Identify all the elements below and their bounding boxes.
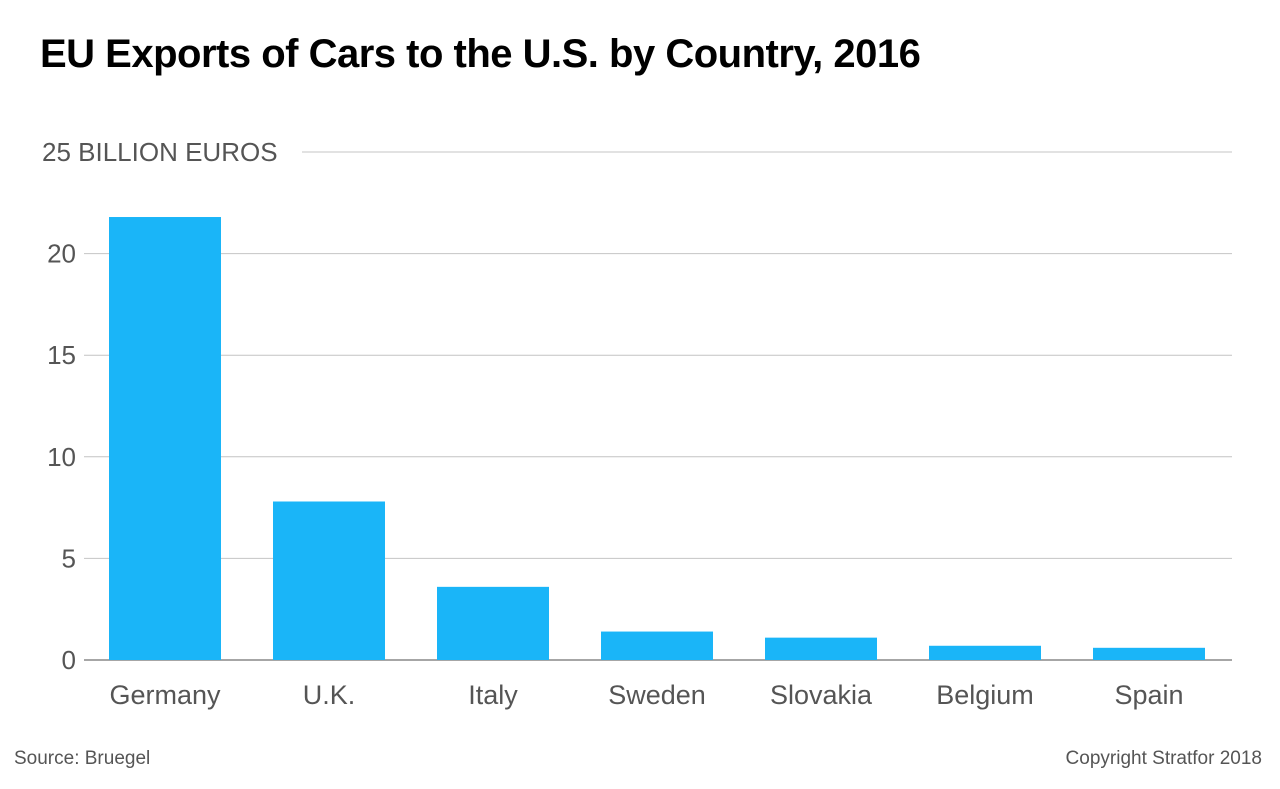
x-tick-label: U.K. <box>303 680 356 710</box>
x-tick-label: Spain <box>1114 680 1183 710</box>
bar-spain <box>1093 647 1205 660</box>
chart-title: EU Exports of Cars to the U.S. by Countr… <box>40 32 921 76</box>
gridlines <box>84 151 1232 661</box>
y-tick-label: 15 <box>47 340 76 370</box>
x-tick-label: Germany <box>109 680 221 710</box>
bar-sweden <box>601 631 713 660</box>
y-unit-label: 25 BILLION EUROS <box>42 137 278 167</box>
bars <box>109 217 1205 661</box>
x-tick-label: Slovakia <box>770 680 873 710</box>
x-tick-label: Italy <box>468 680 518 710</box>
y-tick-label: 10 <box>47 442 76 472</box>
y-tick-label: 5 <box>62 543 76 573</box>
copyright-note: Copyright Stratfor 2018 <box>1065 748 1262 769</box>
x-tick-label: Belgium <box>936 680 1034 710</box>
bar-u-k <box>273 501 385 660</box>
bar-germany <box>109 217 221 661</box>
bar-slovakia <box>765 637 877 660</box>
y-tick-label: 0 <box>62 645 76 675</box>
source-note: Source: Bruegel <box>14 748 151 769</box>
x-tick-label: Sweden <box>608 680 706 710</box>
y-tick-label: 20 <box>47 239 76 269</box>
bar-italy <box>437 586 549 660</box>
bar-belgium <box>929 645 1041 660</box>
axis-labels: 0 5 10 15 20 25 BILLION EUROS Germany U.K. Italy… <box>42 137 1184 710</box>
